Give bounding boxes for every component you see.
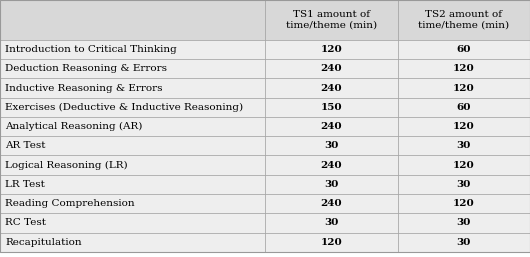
Bar [0, 0, 265, 40]
Bar [0, 59, 265, 78]
Bar [265, 155, 398, 175]
Bar [398, 98, 530, 117]
Text: 30: 30 [456, 218, 471, 227]
Text: Logical Reasoning (LR): Logical Reasoning (LR) [5, 161, 128, 170]
Text: 60: 60 [456, 45, 471, 54]
Bar [0, 213, 265, 233]
Bar [0, 233, 265, 252]
Bar [398, 0, 530, 40]
Text: 60: 60 [456, 103, 471, 112]
Text: Inductive Reasoning & Errors: Inductive Reasoning & Errors [5, 84, 163, 93]
Text: 240: 240 [321, 161, 342, 170]
Bar [398, 155, 530, 175]
Bar [265, 175, 398, 194]
Bar [265, 194, 398, 213]
Text: AR Test: AR Test [5, 141, 46, 150]
Bar [265, 117, 398, 136]
Text: Reading Comprehension: Reading Comprehension [5, 199, 135, 208]
Bar [398, 40, 530, 59]
Bar [265, 213, 398, 233]
Text: 120: 120 [320, 45, 342, 54]
Bar [265, 40, 398, 59]
Bar [265, 0, 398, 40]
Bar [398, 194, 530, 213]
Text: 30: 30 [324, 218, 339, 227]
Bar [398, 117, 530, 136]
Text: LR Test: LR Test [5, 180, 45, 189]
Bar [398, 59, 530, 78]
Bar [398, 175, 530, 194]
Bar [0, 136, 265, 155]
Text: 120: 120 [453, 84, 475, 93]
Text: 120: 120 [453, 122, 475, 131]
Bar [265, 233, 398, 252]
Text: 240: 240 [321, 84, 342, 93]
Text: 30: 30 [324, 180, 339, 189]
Bar [0, 155, 265, 175]
Bar [265, 78, 398, 98]
Bar [398, 233, 530, 252]
Bar [265, 98, 398, 117]
Text: Deduction Reasoning & Errors: Deduction Reasoning & Errors [5, 64, 167, 73]
Bar [0, 78, 265, 98]
Text: 240: 240 [321, 199, 342, 208]
Text: 30: 30 [456, 180, 471, 189]
Bar [0, 117, 265, 136]
Text: 30: 30 [456, 141, 471, 150]
Text: 120: 120 [320, 238, 342, 247]
Text: 30: 30 [456, 238, 471, 247]
Text: Introduction to Critical Thinking: Introduction to Critical Thinking [5, 45, 177, 54]
Text: TS1 amount of
time/theme (min): TS1 amount of time/theme (min) [286, 10, 377, 30]
Text: 240: 240 [321, 64, 342, 73]
Text: RC Test: RC Test [5, 218, 46, 227]
Bar [0, 194, 265, 213]
Text: 30: 30 [324, 141, 339, 150]
Text: Recapitulation: Recapitulation [5, 238, 82, 247]
Text: 150: 150 [321, 103, 342, 112]
Bar [0, 40, 265, 59]
Text: 120: 120 [453, 161, 475, 170]
Bar [398, 213, 530, 233]
Bar [265, 59, 398, 78]
Bar [398, 78, 530, 98]
Text: 240: 240 [321, 122, 342, 131]
Bar [398, 136, 530, 155]
Text: TS2 amount of
time/theme (min): TS2 amount of time/theme (min) [418, 10, 509, 30]
Bar [0, 175, 265, 194]
Text: Exercises (Deductive & Inductive Reasoning): Exercises (Deductive & Inductive Reasoni… [5, 103, 243, 112]
Text: 120: 120 [453, 199, 475, 208]
Bar [0, 98, 265, 117]
Text: 120: 120 [453, 64, 475, 73]
Bar [265, 136, 398, 155]
Text: Analytical Reasoning (AR): Analytical Reasoning (AR) [5, 122, 143, 131]
